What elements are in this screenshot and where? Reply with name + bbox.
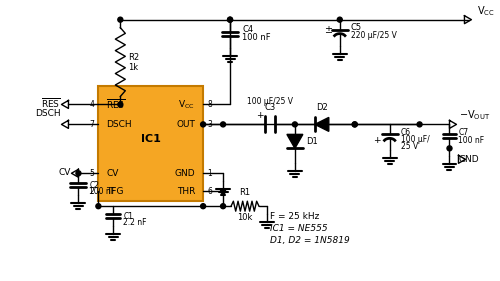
Text: +: + bbox=[373, 136, 380, 145]
Text: 7: 7 bbox=[90, 120, 94, 129]
Circle shape bbox=[96, 204, 101, 209]
Text: 220 µF/25 V: 220 µF/25 V bbox=[350, 31, 397, 40]
Text: 5: 5 bbox=[90, 169, 94, 178]
Text: C4: C4 bbox=[242, 25, 253, 34]
Circle shape bbox=[292, 122, 298, 127]
Text: V$_{\rm CC}$: V$_{\rm CC}$ bbox=[178, 98, 195, 111]
Text: GND: GND bbox=[174, 169, 195, 178]
Text: 6: 6 bbox=[207, 187, 212, 196]
Text: DSCH: DSCH bbox=[106, 120, 132, 129]
Text: $\overline{\rm RES}$: $\overline{\rm RES}$ bbox=[41, 96, 60, 110]
Text: +: + bbox=[256, 111, 264, 120]
Text: 100 µF/25 V: 100 µF/25 V bbox=[247, 98, 293, 106]
Text: C7: C7 bbox=[458, 128, 468, 137]
Polygon shape bbox=[315, 117, 329, 132]
Circle shape bbox=[447, 146, 452, 151]
Circle shape bbox=[228, 17, 232, 22]
Circle shape bbox=[228, 17, 232, 22]
Text: ±: ± bbox=[324, 25, 332, 35]
Text: 1: 1 bbox=[207, 169, 212, 178]
Circle shape bbox=[352, 122, 357, 127]
Text: 100 µF/: 100 µF/ bbox=[400, 135, 430, 144]
Circle shape bbox=[118, 102, 123, 107]
Text: TFG: TFG bbox=[106, 187, 124, 196]
Text: D2: D2 bbox=[316, 103, 328, 112]
Polygon shape bbox=[287, 134, 303, 148]
Text: 10k: 10k bbox=[238, 213, 252, 222]
Text: GND: GND bbox=[458, 155, 479, 164]
Circle shape bbox=[220, 122, 226, 127]
Text: 25 V: 25 V bbox=[400, 142, 418, 151]
Text: R1: R1 bbox=[240, 188, 250, 197]
Circle shape bbox=[338, 17, 342, 22]
Circle shape bbox=[352, 122, 357, 127]
Circle shape bbox=[76, 171, 81, 176]
Circle shape bbox=[200, 122, 205, 127]
Text: $-\rm V_{OUT}$: $-\rm V_{OUT}$ bbox=[460, 108, 491, 123]
Text: C3: C3 bbox=[264, 103, 276, 112]
Text: OUT: OUT bbox=[176, 120, 195, 129]
Text: 4: 4 bbox=[90, 100, 94, 109]
FancyBboxPatch shape bbox=[98, 87, 203, 201]
Text: DSCH: DSCH bbox=[35, 109, 60, 118]
Text: 100 nF: 100 nF bbox=[242, 33, 270, 42]
Circle shape bbox=[220, 189, 226, 194]
Text: 100 nF: 100 nF bbox=[90, 187, 116, 196]
Text: 2.2 nF: 2.2 nF bbox=[124, 218, 147, 227]
Circle shape bbox=[417, 122, 422, 127]
Circle shape bbox=[118, 17, 123, 22]
Text: F = 25 kHz: F = 25 kHz bbox=[270, 212, 320, 221]
Text: 8: 8 bbox=[207, 100, 212, 109]
Text: 100 nF: 100 nF bbox=[458, 136, 484, 145]
Text: D1, D2 = 1N5819: D1, D2 = 1N5819 bbox=[270, 235, 349, 244]
Text: C5: C5 bbox=[350, 23, 362, 32]
Circle shape bbox=[200, 204, 205, 209]
Text: THR: THR bbox=[177, 187, 195, 196]
Text: $\overline{\rm RES}$: $\overline{\rm RES}$ bbox=[106, 98, 126, 111]
Text: C2: C2 bbox=[90, 181, 100, 190]
Text: C1: C1 bbox=[124, 212, 134, 221]
Text: V$_{\rm CC}$: V$_{\rm CC}$ bbox=[478, 4, 495, 18]
Text: IC1 = NE555: IC1 = NE555 bbox=[270, 224, 328, 233]
Text: R2: R2 bbox=[128, 53, 140, 62]
Text: CV: CV bbox=[58, 168, 70, 177]
Text: IC1: IC1 bbox=[141, 134, 161, 144]
Circle shape bbox=[220, 204, 226, 209]
Text: 1k: 1k bbox=[128, 63, 138, 72]
Text: D1: D1 bbox=[306, 137, 318, 146]
Text: 3: 3 bbox=[207, 120, 212, 129]
Text: CV: CV bbox=[106, 169, 118, 178]
Text: C6: C6 bbox=[400, 128, 410, 137]
Text: 2: 2 bbox=[90, 187, 94, 196]
